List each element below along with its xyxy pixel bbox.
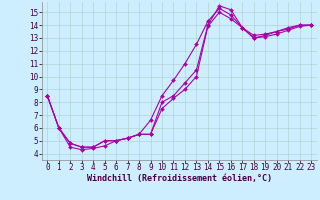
X-axis label: Windchill (Refroidissement éolien,°C): Windchill (Refroidissement éolien,°C) [87, 174, 272, 183]
